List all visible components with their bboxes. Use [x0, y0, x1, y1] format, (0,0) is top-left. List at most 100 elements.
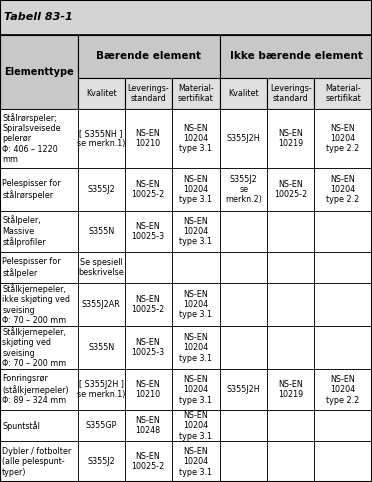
Bar: [171, 369, 220, 410]
Bar: [0, 35, 78, 109]
Text: NS-EN
10210: NS-EN 10210: [135, 380, 161, 400]
Text: NS-EN
10025-2: NS-EN 10025-2: [131, 180, 165, 199]
Bar: [0, 0, 372, 35]
Bar: [171, 326, 220, 369]
Text: NS-EN
10248: NS-EN 10248: [135, 416, 161, 435]
Text: Leverings-
standard: Leverings- standard: [270, 84, 312, 103]
Bar: [314, 326, 372, 369]
Bar: [78, 168, 125, 211]
Bar: [220, 252, 267, 283]
Text: NS-EN
10025-3: NS-EN 10025-3: [132, 338, 165, 358]
Bar: [78, 211, 125, 252]
Bar: [171, 168, 220, 211]
Text: NS-EN
10204
type 2.2: NS-EN 10204 type 2.2: [327, 123, 360, 153]
Text: S355J2H: S355J2H: [227, 385, 261, 394]
Bar: [125, 211, 171, 252]
Bar: [125, 326, 171, 369]
Bar: [267, 168, 314, 211]
Bar: [314, 369, 372, 410]
Bar: [125, 168, 171, 211]
Text: Spuntstål: Spuntstål: [2, 421, 40, 430]
Text: S355J2AR: S355J2AR: [82, 300, 121, 309]
Bar: [78, 109, 125, 168]
Bar: [314, 211, 372, 252]
Text: Bærende element: Bærende element: [96, 52, 202, 61]
Bar: [314, 109, 372, 168]
Text: S355J2: S355J2: [87, 457, 115, 466]
Text: NS-EN
10025-2: NS-EN 10025-2: [131, 452, 165, 471]
Bar: [267, 252, 314, 283]
Bar: [267, 78, 314, 109]
Bar: [78, 441, 125, 482]
Bar: [171, 78, 220, 109]
Bar: [267, 369, 314, 410]
Bar: [78, 326, 125, 369]
Text: [ S355NH ]
se merkn.1): [ S355NH ] se merkn.1): [77, 129, 125, 148]
Bar: [78, 410, 125, 441]
Bar: [314, 252, 372, 283]
Text: Pelespisser for
stålrørspeler: Pelespisser for stålrørspeler: [2, 179, 61, 200]
Text: Ikke bærende element: Ikke bærende element: [230, 52, 363, 61]
Bar: [125, 369, 171, 410]
Bar: [0, 211, 78, 252]
Bar: [267, 441, 314, 482]
Bar: [0, 109, 78, 168]
Bar: [267, 410, 314, 441]
Text: NS-EN
10204
type 3.1: NS-EN 10204 type 3.1: [179, 375, 212, 404]
Text: S355N: S355N: [88, 227, 114, 236]
Text: NS-EN
10204
type 3.1: NS-EN 10204 type 3.1: [179, 216, 212, 246]
Bar: [220, 78, 267, 109]
Bar: [314, 78, 372, 109]
Text: NS-EN
10219: NS-EN 10219: [278, 129, 303, 148]
Bar: [171, 109, 220, 168]
Bar: [125, 109, 171, 168]
Bar: [125, 410, 171, 441]
Text: Dybler / fotbolter
(alle pelespunt-
typer): Dybler / fotbolter (alle pelespunt- type…: [2, 447, 71, 477]
Bar: [220, 35, 372, 78]
Text: NS-EN
10025-3: NS-EN 10025-3: [132, 222, 165, 241]
Bar: [220, 326, 267, 369]
Bar: [78, 283, 125, 326]
Bar: [78, 252, 125, 283]
Bar: [0, 326, 78, 369]
Bar: [0, 168, 78, 211]
Bar: [0, 283, 78, 326]
Bar: [267, 109, 314, 168]
Bar: [171, 252, 220, 283]
Text: Elementtype: Elementtype: [4, 67, 74, 77]
Text: NS-EN
10204
type 3.1: NS-EN 10204 type 3.1: [179, 411, 212, 441]
Text: NS-EN
10025-2: NS-EN 10025-2: [131, 295, 165, 314]
Text: NS-EN
10204
type 3.1: NS-EN 10204 type 3.1: [179, 174, 212, 204]
Text: S355GP: S355GP: [86, 421, 117, 430]
Bar: [220, 441, 267, 482]
Text: Material-
sertifikat: Material- sertifikat: [178, 84, 214, 103]
Text: Fonringsrør
(stålkjernepeler)
Φ: 89 – 324 mm: Fonringsrør (stålkjernepeler) Φ: 89 – 32…: [2, 374, 69, 405]
Text: NS-EN
10204
type 2.2: NS-EN 10204 type 2.2: [327, 375, 360, 404]
Bar: [78, 369, 125, 410]
Text: NS-EN
10204
type 3.1: NS-EN 10204 type 3.1: [179, 333, 212, 362]
Text: NS-EN
10204
type 2.2: NS-EN 10204 type 2.2: [327, 174, 360, 204]
Text: Se spesiell
beskrivelse: Se spesiell beskrivelse: [78, 258, 124, 277]
Text: S355J2
se
merkn.2): S355J2 se merkn.2): [225, 174, 262, 204]
Bar: [171, 441, 220, 482]
Bar: [78, 78, 125, 109]
Bar: [171, 211, 220, 252]
Text: NS-EN
10204
type 3.1: NS-EN 10204 type 3.1: [179, 123, 212, 153]
Bar: [220, 109, 267, 168]
Text: Tabell 83-1: Tabell 83-1: [4, 13, 73, 22]
Text: Stålkjernepeler,
ikke skjøting ved
sveising
Φ: 70 – 200 mm: Stålkjernepeler, ikke skjøting ved sveis…: [2, 284, 70, 325]
Bar: [314, 410, 372, 441]
Text: NS-EN
10204
type 3.1: NS-EN 10204 type 3.1: [179, 447, 212, 477]
Text: NS-EN
10204
type 3.1: NS-EN 10204 type 3.1: [179, 290, 212, 320]
Bar: [125, 78, 171, 109]
Bar: [125, 441, 171, 482]
Text: S355J2H: S355J2H: [227, 134, 261, 143]
Text: Stålpeler,
Massive
stålprofiler: Stålpeler, Massive stålprofiler: [2, 215, 46, 247]
Bar: [171, 283, 220, 326]
Text: NS-EN
10025-2: NS-EN 10025-2: [274, 180, 307, 199]
Bar: [314, 283, 372, 326]
Bar: [314, 168, 372, 211]
Text: NS-EN
10210: NS-EN 10210: [135, 129, 161, 148]
Bar: [0, 252, 78, 283]
Text: S355J2: S355J2: [87, 185, 115, 194]
